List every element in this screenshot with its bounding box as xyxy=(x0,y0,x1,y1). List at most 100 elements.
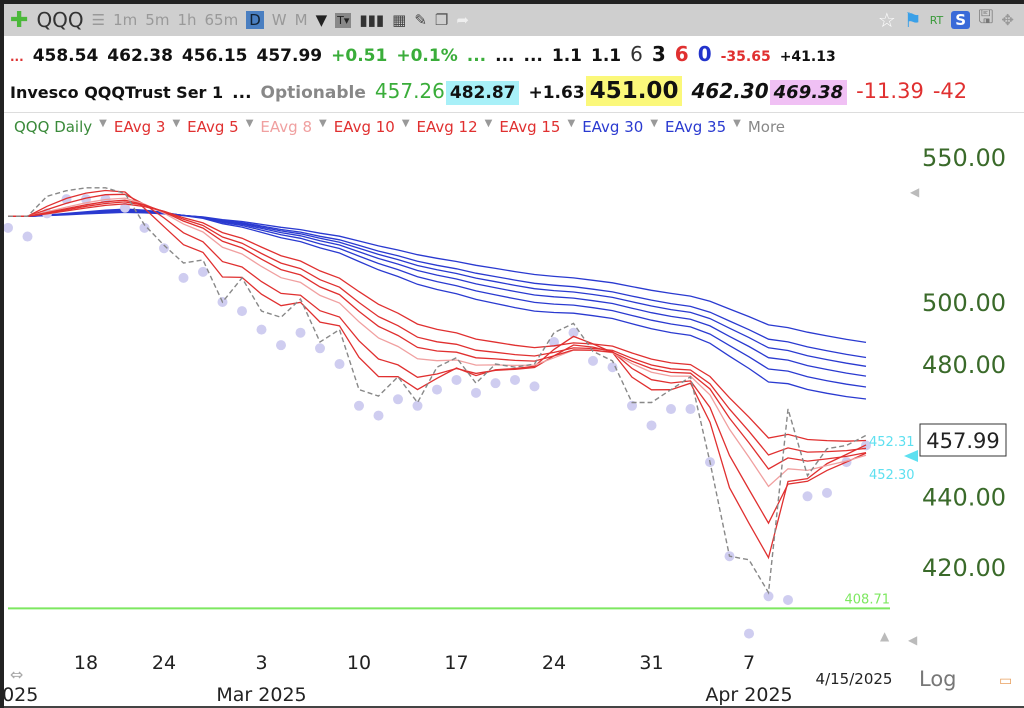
scroll-left-icon: ◀ xyxy=(908,633,918,647)
menu-dots[interactable]: ... xyxy=(10,50,24,64)
low-dot xyxy=(490,378,501,389)
scan-button[interactable]: S xyxy=(951,11,971,29)
y-tick-label: 480.00 xyxy=(922,351,1006,379)
price-chart[interactable]: 408.71 452.31 452.30 457.99 550.00 500.00 480.… xyxy=(4,4,1024,708)
legend-item[interactable]: More xyxy=(747,118,786,136)
chevron-down-icon[interactable]: ▼ xyxy=(172,118,181,129)
share-icon[interactable]: ➦ xyxy=(456,11,469,29)
value-field: 482.87 xyxy=(445,81,520,105)
price-arrow-icon xyxy=(904,450,918,462)
legend-item[interactable]: QQQ Daily xyxy=(14,118,93,136)
pan-icon: ⇔ xyxy=(10,665,23,684)
low-dot xyxy=(685,404,696,415)
low-dot xyxy=(81,194,91,205)
low-dot xyxy=(666,404,676,415)
interval-weekly[interactable]: W xyxy=(271,11,287,29)
x-tick-label: 17 xyxy=(444,652,468,674)
interval-1h[interactable]: 1h xyxy=(177,11,197,29)
y-tick-label: 500.00 xyxy=(922,289,1006,317)
log-scale-toggle[interactable]: Log xyxy=(919,667,957,691)
month-label: 2025 xyxy=(4,684,38,706)
realtime-label[interactable]: RT xyxy=(929,13,944,27)
scroll-up-icon: ▲ xyxy=(880,629,890,643)
symbol-input[interactable]: QQQ xyxy=(36,8,84,32)
low-dot xyxy=(783,594,793,605)
move-icon[interactable]: ✥ xyxy=(1001,11,1014,29)
list-icon[interactable]: ☰ xyxy=(91,11,106,29)
legend-item[interactable]: EAvg 15 xyxy=(499,118,561,136)
low-dot xyxy=(256,324,267,335)
count-field: 6 xyxy=(630,42,643,66)
low-dot xyxy=(451,374,462,385)
star-icon[interactable]: ☆ xyxy=(877,8,896,32)
save-icon[interactable]: 🖫 xyxy=(978,7,994,28)
chevron-down-icon[interactable]: ▼ xyxy=(315,11,328,29)
ema-line-5 xyxy=(8,193,867,525)
value-field: +1.63 xyxy=(528,83,585,103)
pencil-icon[interactable]: ✎ xyxy=(414,11,427,29)
empty-field: ... xyxy=(495,46,515,66)
low-dot xyxy=(529,381,540,392)
text-tool-icon[interactable]: T▾ xyxy=(335,12,352,28)
copy-icon[interactable]: ❐ xyxy=(434,11,449,29)
low-price: 456.15 xyxy=(181,46,248,66)
empty-field: ... xyxy=(523,46,543,66)
value-field: 462.30 xyxy=(691,79,769,103)
x-tick-label: 10 xyxy=(347,652,371,674)
chevron-down-icon[interactable]: ▼ xyxy=(733,118,741,129)
low-dot xyxy=(646,420,657,431)
grid-add-icon[interactable]: ▦ xyxy=(392,11,407,29)
ema-line-12 xyxy=(8,201,867,456)
low-dot xyxy=(237,306,247,317)
chevron-down-icon[interactable]: ▼ xyxy=(484,118,493,129)
interval-65m[interactable]: 65m xyxy=(204,11,239,29)
quote-row-2: Invesco QQQTrust Ser 1 ... Optionable 45… xyxy=(10,76,967,106)
chevron-down-icon[interactable]: ▼ xyxy=(245,118,254,129)
flag-icon[interactable]: ⚑ xyxy=(903,8,922,32)
legend-item[interactable]: EAvg 12 xyxy=(416,118,478,136)
low-dot xyxy=(549,337,559,348)
value-field: -11.39 xyxy=(856,79,924,103)
x-tick-label: 18 xyxy=(74,652,98,674)
low-dot xyxy=(178,272,189,283)
interval-daily[interactable]: D xyxy=(246,11,264,29)
last-price-box xyxy=(919,423,1007,457)
chevron-down-icon[interactable]: ▼ xyxy=(99,118,107,129)
legend-item[interactable]: EAvg 5 xyxy=(187,118,239,136)
low-dot xyxy=(588,355,598,366)
low-dot xyxy=(373,410,384,421)
legend-item[interactable]: EAvg 10 xyxy=(333,118,395,136)
empty-field: ... xyxy=(466,46,487,66)
low-dot xyxy=(315,343,325,354)
more-dots[interactable]: ... xyxy=(232,83,252,103)
percent-change: +0.1% xyxy=(396,46,458,66)
bar-chart-icon[interactable]: ▮▮▮ xyxy=(359,11,385,29)
chevron-down-icon[interactable]: ▼ xyxy=(567,118,576,129)
interval-5m[interactable]: 5m xyxy=(145,11,170,29)
value-field: 469.38 xyxy=(769,80,848,105)
legend-item[interactable]: EAvg 30 xyxy=(582,118,644,136)
legend-item[interactable]: EAvg 3 xyxy=(113,118,166,136)
value-field: 457.26 xyxy=(374,79,445,103)
low-dot xyxy=(22,231,33,242)
low-dot xyxy=(432,384,442,395)
low-dot xyxy=(61,194,72,205)
close-line xyxy=(8,187,867,595)
chevron-down-icon[interactable]: ▼ xyxy=(319,118,327,129)
x-tick-label: 24 xyxy=(152,652,176,674)
lock-icon: ▭ xyxy=(999,673,1012,689)
value-field: 1.1 xyxy=(590,46,622,66)
low-dot xyxy=(744,628,754,639)
add-icon[interactable]: ✚ xyxy=(10,7,29,33)
x-tick-label: 24 xyxy=(542,652,566,674)
legend-item[interactable]: EAvg 35 xyxy=(665,118,727,136)
low-dot xyxy=(4,222,13,233)
low-dot xyxy=(295,327,306,338)
count-field: 0 xyxy=(697,42,712,66)
interval-monthly[interactable]: M xyxy=(294,11,308,29)
legend-item[interactable]: EAvg 8 xyxy=(260,118,312,136)
interval-1m[interactable]: 1m xyxy=(113,11,138,29)
chevron-down-icon[interactable]: ▼ xyxy=(401,118,410,129)
ema-line-60 xyxy=(8,211,867,344)
chevron-down-icon[interactable]: ▼ xyxy=(650,118,659,129)
